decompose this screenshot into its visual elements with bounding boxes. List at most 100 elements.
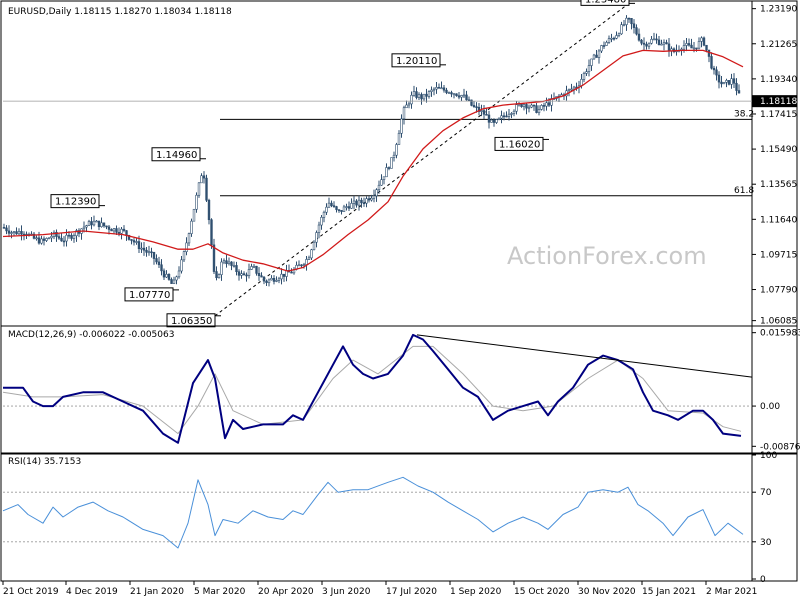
candle-body xyxy=(42,238,46,241)
candle-body xyxy=(290,271,293,274)
candle-body xyxy=(172,279,176,284)
candle-body xyxy=(180,259,183,272)
candle-body xyxy=(152,251,156,259)
candle-body xyxy=(275,280,278,282)
candle-body xyxy=(607,38,611,43)
candle-body xyxy=(432,88,436,91)
candle-body xyxy=(492,119,496,123)
candle-body xyxy=(200,175,203,184)
candle-body xyxy=(582,73,586,80)
rsi-pane: 100 70 30 0 RSI(14) 35.7153 xyxy=(0,451,798,585)
candle-body xyxy=(222,260,226,263)
candle-body xyxy=(615,35,618,39)
candle-body xyxy=(385,167,388,178)
x-axis: 21 Oct 2019 4 Dec 2019 21 Jan 2020 5 Mar 20… xyxy=(2,581,757,597)
candle-body xyxy=(497,117,501,120)
candle-body xyxy=(410,94,413,105)
macd-y-tick-label: 0.015983 xyxy=(760,329,800,339)
candle-body xyxy=(75,230,78,237)
rsi-frame xyxy=(0,452,798,582)
candle-body xyxy=(580,79,583,87)
candle-body xyxy=(682,45,686,50)
candle-body xyxy=(622,24,626,26)
candle-body xyxy=(67,234,71,237)
candle-body xyxy=(710,56,713,69)
price-y-tick-label: 1.23190 xyxy=(760,5,797,15)
candles xyxy=(2,15,741,287)
candle-body xyxy=(445,89,448,93)
price-annotation-box xyxy=(166,313,216,328)
candle-body xyxy=(280,273,283,280)
candle-body xyxy=(10,232,13,234)
candle-body xyxy=(457,95,461,98)
fib-label: 61.8 xyxy=(734,186,754,196)
candle-body xyxy=(592,54,596,60)
price-annotation-box xyxy=(124,287,174,302)
candle-body xyxy=(632,23,636,28)
candle-body xyxy=(252,265,256,268)
candle-body xyxy=(572,86,576,90)
candle-body xyxy=(640,39,643,44)
candle-body xyxy=(437,87,441,89)
candle-body xyxy=(652,38,656,41)
candle-body xyxy=(232,265,236,267)
candle-body xyxy=(515,104,518,112)
candle-body xyxy=(315,232,318,243)
candle-body xyxy=(132,240,136,243)
candle-body xyxy=(282,273,286,277)
candle-body xyxy=(145,249,148,253)
candle-body xyxy=(305,259,308,265)
candle-body xyxy=(667,43,671,52)
candle-body xyxy=(197,182,201,196)
candle-body xyxy=(527,106,531,109)
candle-body xyxy=(402,107,406,120)
candle-body xyxy=(442,87,446,91)
candle-body xyxy=(165,273,168,278)
dashed-trendline xyxy=(214,2,630,317)
candle-body xyxy=(697,41,701,49)
macd-pane: 0.015983 0.00 -0.008762 MACD(12,26,9) -0.00… xyxy=(0,325,800,455)
candle-body xyxy=(190,220,193,234)
candle-body xyxy=(335,206,338,210)
candle-body xyxy=(547,102,551,106)
candle-body xyxy=(140,247,143,250)
candle-body xyxy=(257,273,261,277)
candle-body xyxy=(650,39,653,44)
candle-body xyxy=(170,279,173,284)
candle-body xyxy=(365,198,368,204)
x-tick-label: 21 Oct 2019 xyxy=(3,587,59,597)
candle-body xyxy=(122,228,126,231)
candle-body xyxy=(92,220,96,226)
price-annotation-label: 1.07770 xyxy=(129,290,170,301)
candle-body xyxy=(2,227,6,229)
sma-line xyxy=(2,49,744,272)
candle-body xyxy=(192,208,196,222)
candle-body xyxy=(100,222,103,228)
macd-frame xyxy=(0,325,798,455)
candle-body xyxy=(70,234,73,239)
candle-body xyxy=(150,251,153,254)
rsi-y-tick-label: 30 xyxy=(760,538,772,548)
candle-body xyxy=(142,247,146,251)
candle-body xyxy=(352,200,356,204)
price-y-tick-label: 1.21265 xyxy=(760,40,797,50)
candle-body xyxy=(587,65,591,72)
price-y-tick-label: 1.07790 xyxy=(760,286,797,296)
candle-body xyxy=(147,251,151,254)
candle-body xyxy=(260,275,263,278)
candle-body xyxy=(620,24,623,35)
candle-body xyxy=(642,42,646,45)
price-annotation-box xyxy=(494,136,544,151)
candle-body xyxy=(347,206,351,209)
price-header: EURUSD,Daily 1.18115 1.18270 1.18034 1.1… xyxy=(8,7,232,17)
candle-body xyxy=(32,233,36,239)
candle-body xyxy=(160,264,163,272)
candle-body xyxy=(310,249,313,259)
candle-body xyxy=(605,42,608,46)
x-tick-label: 3 Jun 2020 xyxy=(322,587,371,597)
candle-body xyxy=(390,157,393,169)
candle-body xyxy=(217,274,221,279)
candle-body xyxy=(502,115,506,118)
